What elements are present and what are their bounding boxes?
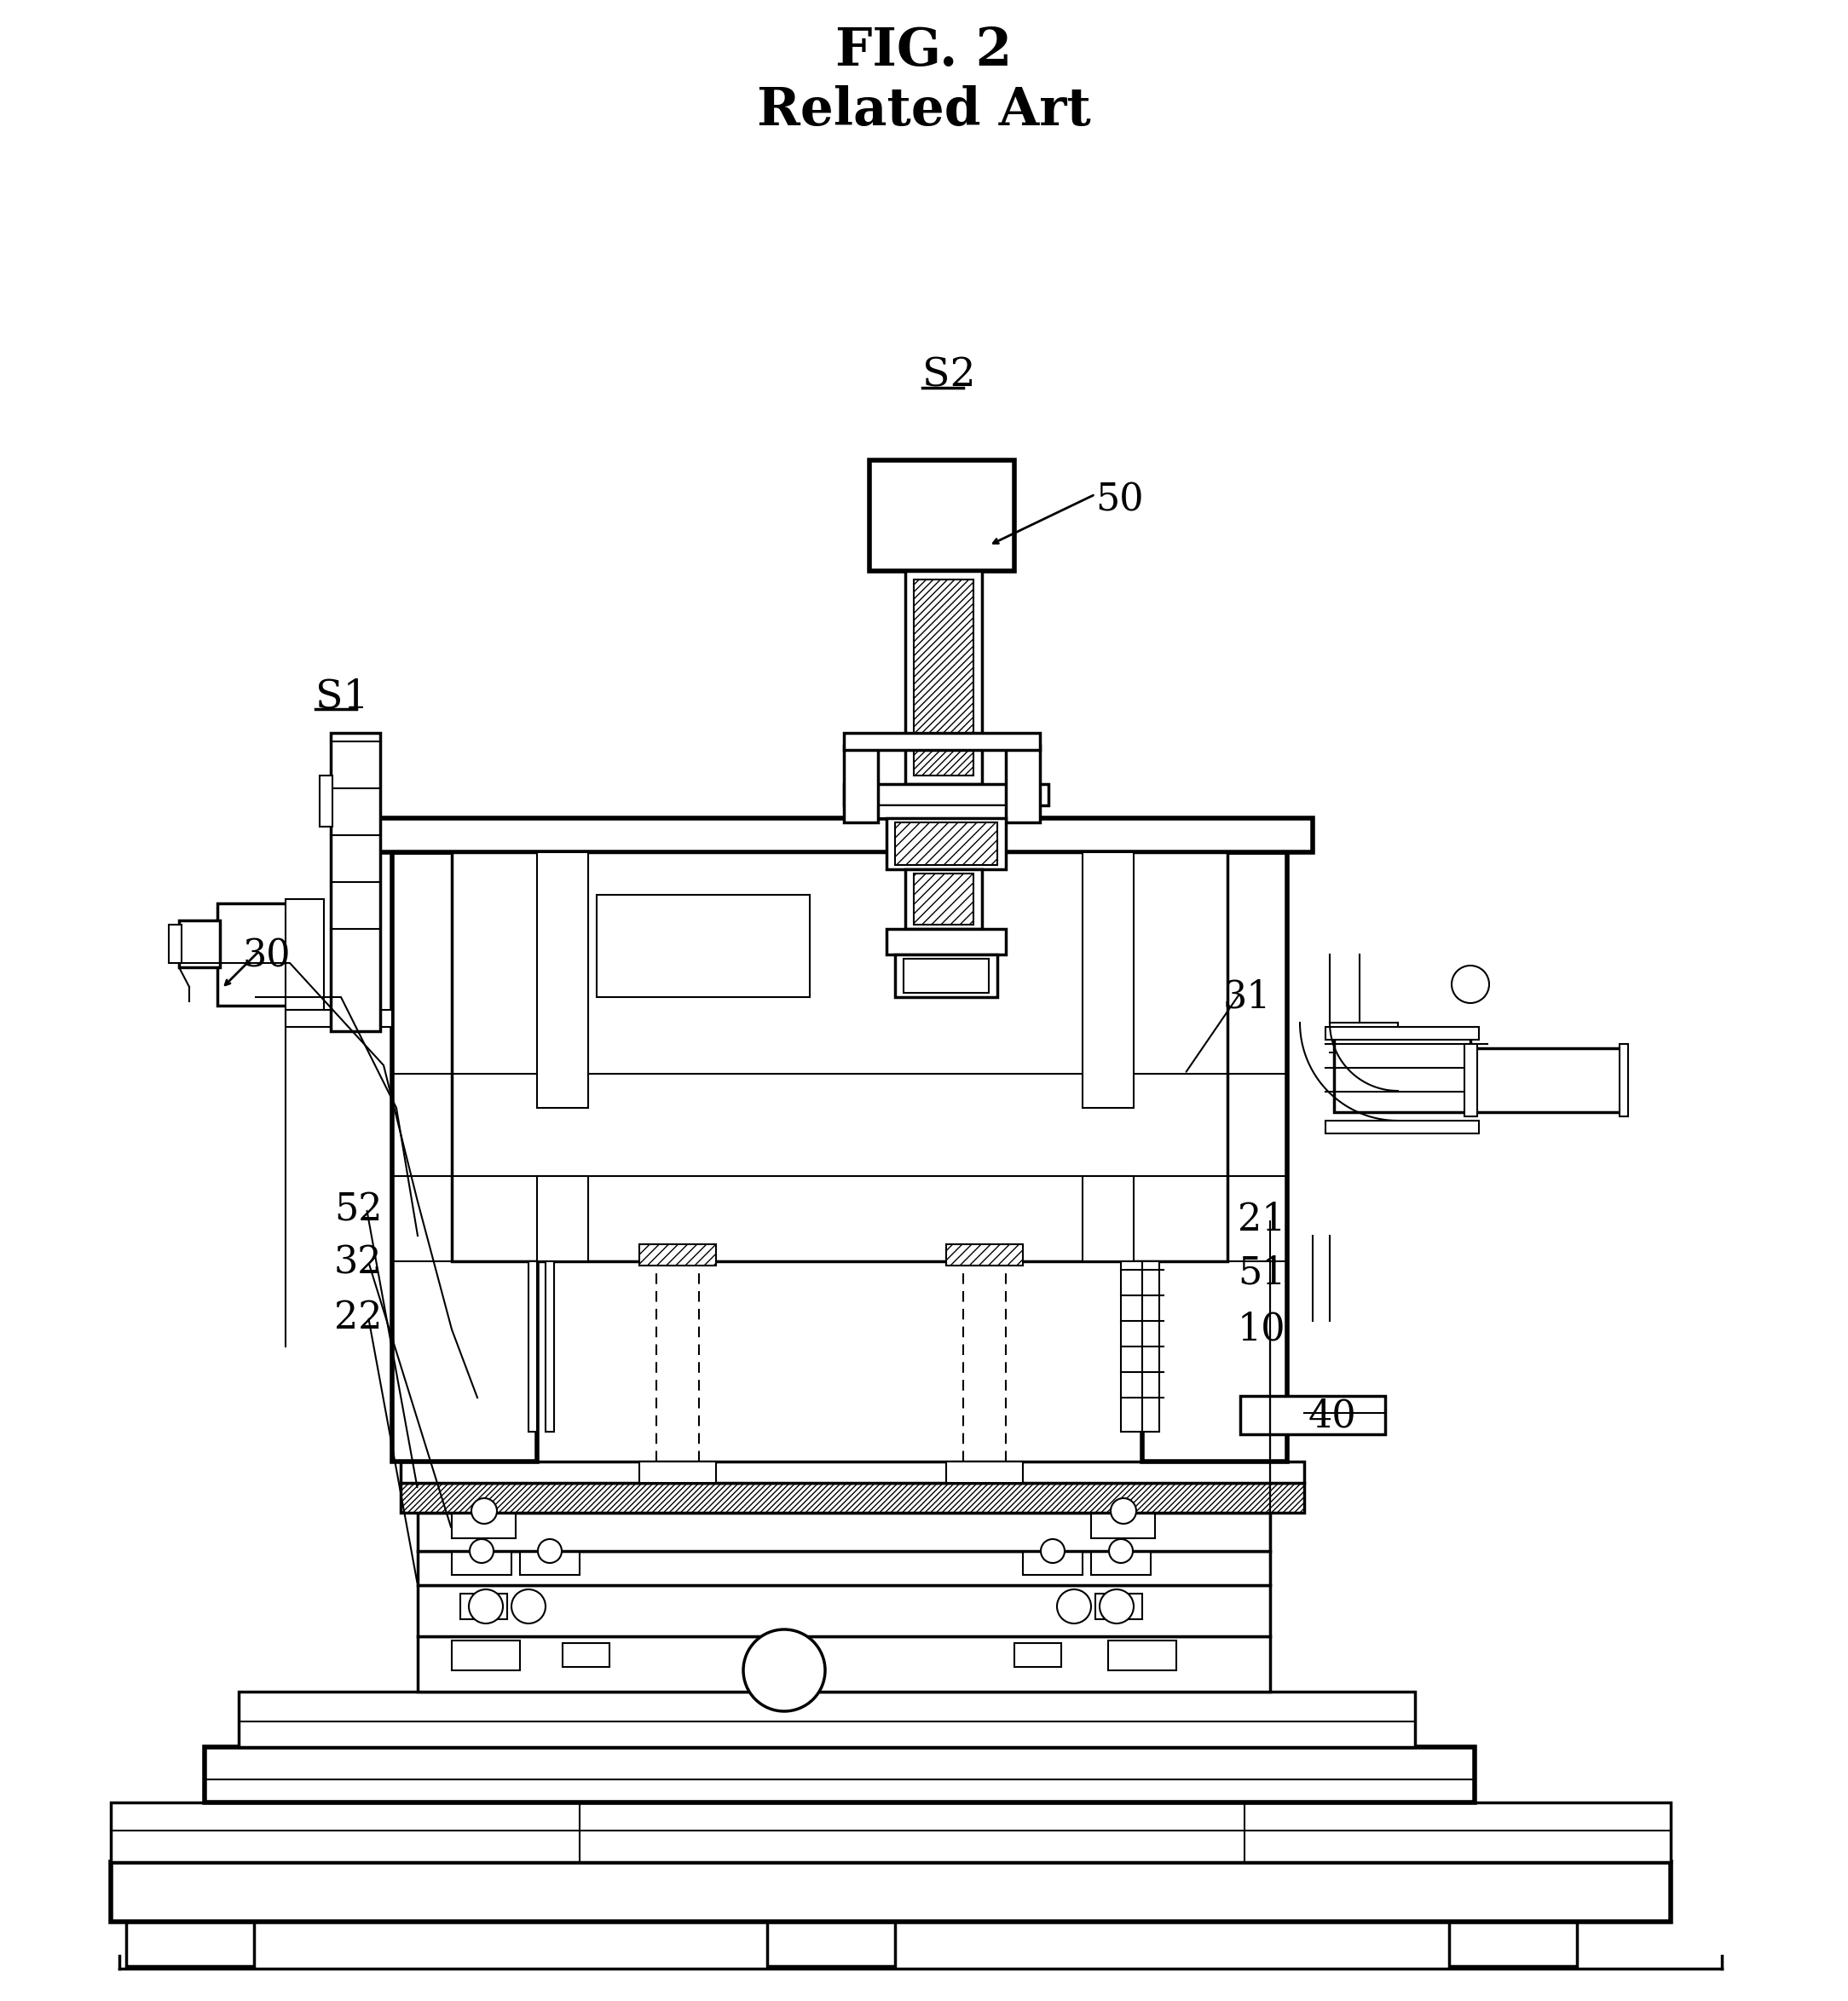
- Text: Related Art: Related Art: [758, 86, 1090, 136]
- Bar: [906, 570, 981, 784]
- Bar: [1325, 1027, 1478, 1041]
- Bar: [1325, 1121, 1478, 1133]
- Bar: [286, 898, 323, 1011]
- Bar: [1096, 1593, 1142, 1619]
- Bar: [1142, 1261, 1159, 1433]
- Bar: [845, 784, 1048, 804]
- Bar: [1090, 1549, 1151, 1575]
- Bar: [887, 928, 1005, 954]
- Bar: [894, 822, 998, 864]
- Bar: [418, 1637, 1270, 1691]
- Bar: [451, 1549, 512, 1575]
- Bar: [904, 958, 989, 992]
- Circle shape: [471, 1499, 497, 1523]
- Bar: [366, 818, 1312, 852]
- Bar: [1109, 1641, 1177, 1671]
- Bar: [168, 924, 181, 962]
- Bar: [460, 1593, 506, 1619]
- Bar: [392, 852, 538, 1461]
- Bar: [238, 1691, 1416, 1747]
- Bar: [1619, 1045, 1628, 1117]
- Bar: [218, 902, 290, 1007]
- Bar: [639, 1245, 715, 1265]
- Bar: [401, 1483, 1305, 1513]
- Bar: [519, 1549, 580, 1575]
- Circle shape: [538, 1539, 562, 1563]
- Bar: [451, 1509, 516, 1539]
- Bar: [1083, 1177, 1133, 1261]
- Circle shape: [743, 1629, 824, 1711]
- Bar: [1142, 852, 1286, 1461]
- Bar: [320, 776, 333, 826]
- Bar: [1005, 746, 1040, 822]
- Bar: [538, 852, 588, 1109]
- Text: 10: 10: [1238, 1311, 1286, 1347]
- Text: 50: 50: [1096, 482, 1144, 518]
- Text: 22: 22: [334, 1299, 383, 1337]
- Bar: [1090, 1509, 1155, 1539]
- Bar: [1083, 852, 1133, 1109]
- Circle shape: [1057, 1589, 1090, 1623]
- Circle shape: [469, 1539, 493, 1563]
- Bar: [1464, 1045, 1477, 1117]
- Bar: [562, 1643, 610, 1667]
- Text: 40: 40: [1308, 1397, 1356, 1435]
- Bar: [1122, 1261, 1142, 1433]
- Circle shape: [1040, 1539, 1064, 1563]
- Circle shape: [1100, 1589, 1133, 1623]
- Bar: [1471, 1049, 1624, 1113]
- Text: 52: 52: [334, 1191, 383, 1229]
- Bar: [451, 1641, 519, 1671]
- Bar: [401, 1461, 1305, 1483]
- Bar: [418, 1585, 1270, 1637]
- Bar: [418, 1513, 1270, 1551]
- Bar: [906, 868, 981, 928]
- Bar: [1024, 1549, 1083, 1575]
- Bar: [597, 894, 809, 996]
- Bar: [111, 1803, 1671, 1863]
- Text: S2: S2: [922, 356, 976, 394]
- Bar: [545, 1261, 554, 1433]
- Bar: [946, 1245, 1024, 1265]
- Bar: [126, 1921, 253, 1967]
- Bar: [1240, 1397, 1386, 1435]
- Circle shape: [1111, 1499, 1137, 1523]
- Text: S1: S1: [316, 678, 370, 716]
- Circle shape: [469, 1589, 503, 1623]
- Bar: [286, 1011, 392, 1027]
- Circle shape: [1453, 966, 1489, 1003]
- Bar: [538, 1177, 588, 1261]
- Text: 31: 31: [1223, 978, 1271, 1015]
- Bar: [451, 852, 1227, 1261]
- Bar: [845, 746, 878, 822]
- Bar: [418, 1551, 1270, 1585]
- Bar: [1449, 1921, 1576, 1967]
- Bar: [205, 1747, 1475, 1803]
- Bar: [1015, 1643, 1061, 1667]
- Bar: [894, 954, 998, 996]
- Bar: [869, 460, 1015, 570]
- Bar: [767, 1921, 894, 1967]
- Bar: [639, 1461, 715, 1483]
- Bar: [913, 580, 974, 776]
- Text: 51: 51: [1238, 1255, 1286, 1291]
- Bar: [869, 804, 1024, 818]
- Bar: [913, 874, 974, 924]
- Bar: [529, 1261, 538, 1433]
- Text: 30: 30: [242, 936, 292, 974]
- Circle shape: [1109, 1539, 1133, 1563]
- Bar: [331, 732, 381, 1031]
- Text: 21: 21: [1238, 1203, 1286, 1239]
- Bar: [111, 1863, 1671, 1921]
- Bar: [1334, 1031, 1471, 1113]
- Bar: [845, 732, 1040, 750]
- Bar: [887, 818, 1005, 868]
- Text: FIG. 2: FIG. 2: [835, 26, 1013, 76]
- Bar: [179, 920, 220, 966]
- Bar: [946, 1461, 1024, 1483]
- Circle shape: [512, 1589, 545, 1623]
- Text: 32: 32: [334, 1245, 383, 1281]
